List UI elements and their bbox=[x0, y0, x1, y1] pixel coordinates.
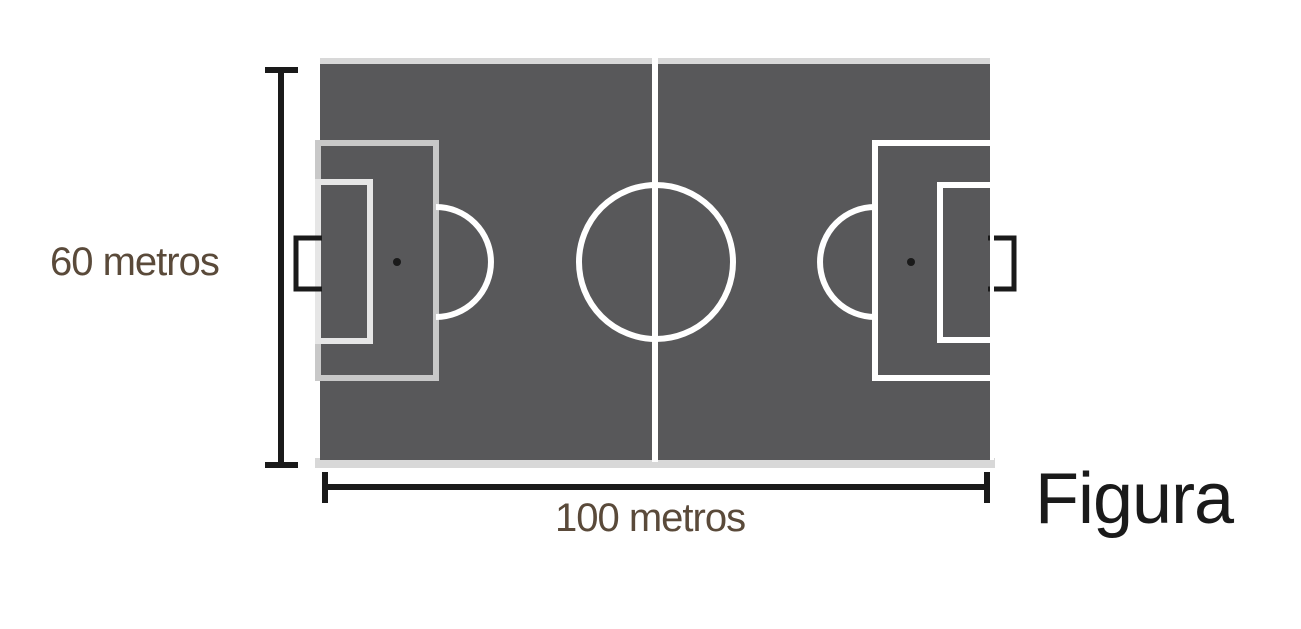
right-penalty-spot bbox=[907, 258, 915, 266]
figure-label: Figura bbox=[1035, 459, 1234, 539]
left-penalty-arc bbox=[435, 204, 494, 320]
width-label: 100 metros bbox=[555, 496, 746, 540]
right-penalty-arc bbox=[817, 204, 876, 320]
height-dimension-line bbox=[265, 67, 298, 468]
center-circle bbox=[576, 182, 736, 342]
right-goal bbox=[988, 235, 1017, 292]
pitch-border-bottom bbox=[315, 458, 995, 468]
left-penalty-spot bbox=[393, 258, 401, 266]
halfway-line bbox=[652, 58, 658, 462]
width-dimension-line bbox=[322, 472, 990, 503]
height-label: 60 metros bbox=[50, 240, 220, 284]
left-goal bbox=[293, 235, 322, 292]
soccer-pitch bbox=[293, 58, 1017, 468]
left-goal-area bbox=[315, 179, 373, 344]
right-edge-mask bbox=[990, 64, 994, 460]
